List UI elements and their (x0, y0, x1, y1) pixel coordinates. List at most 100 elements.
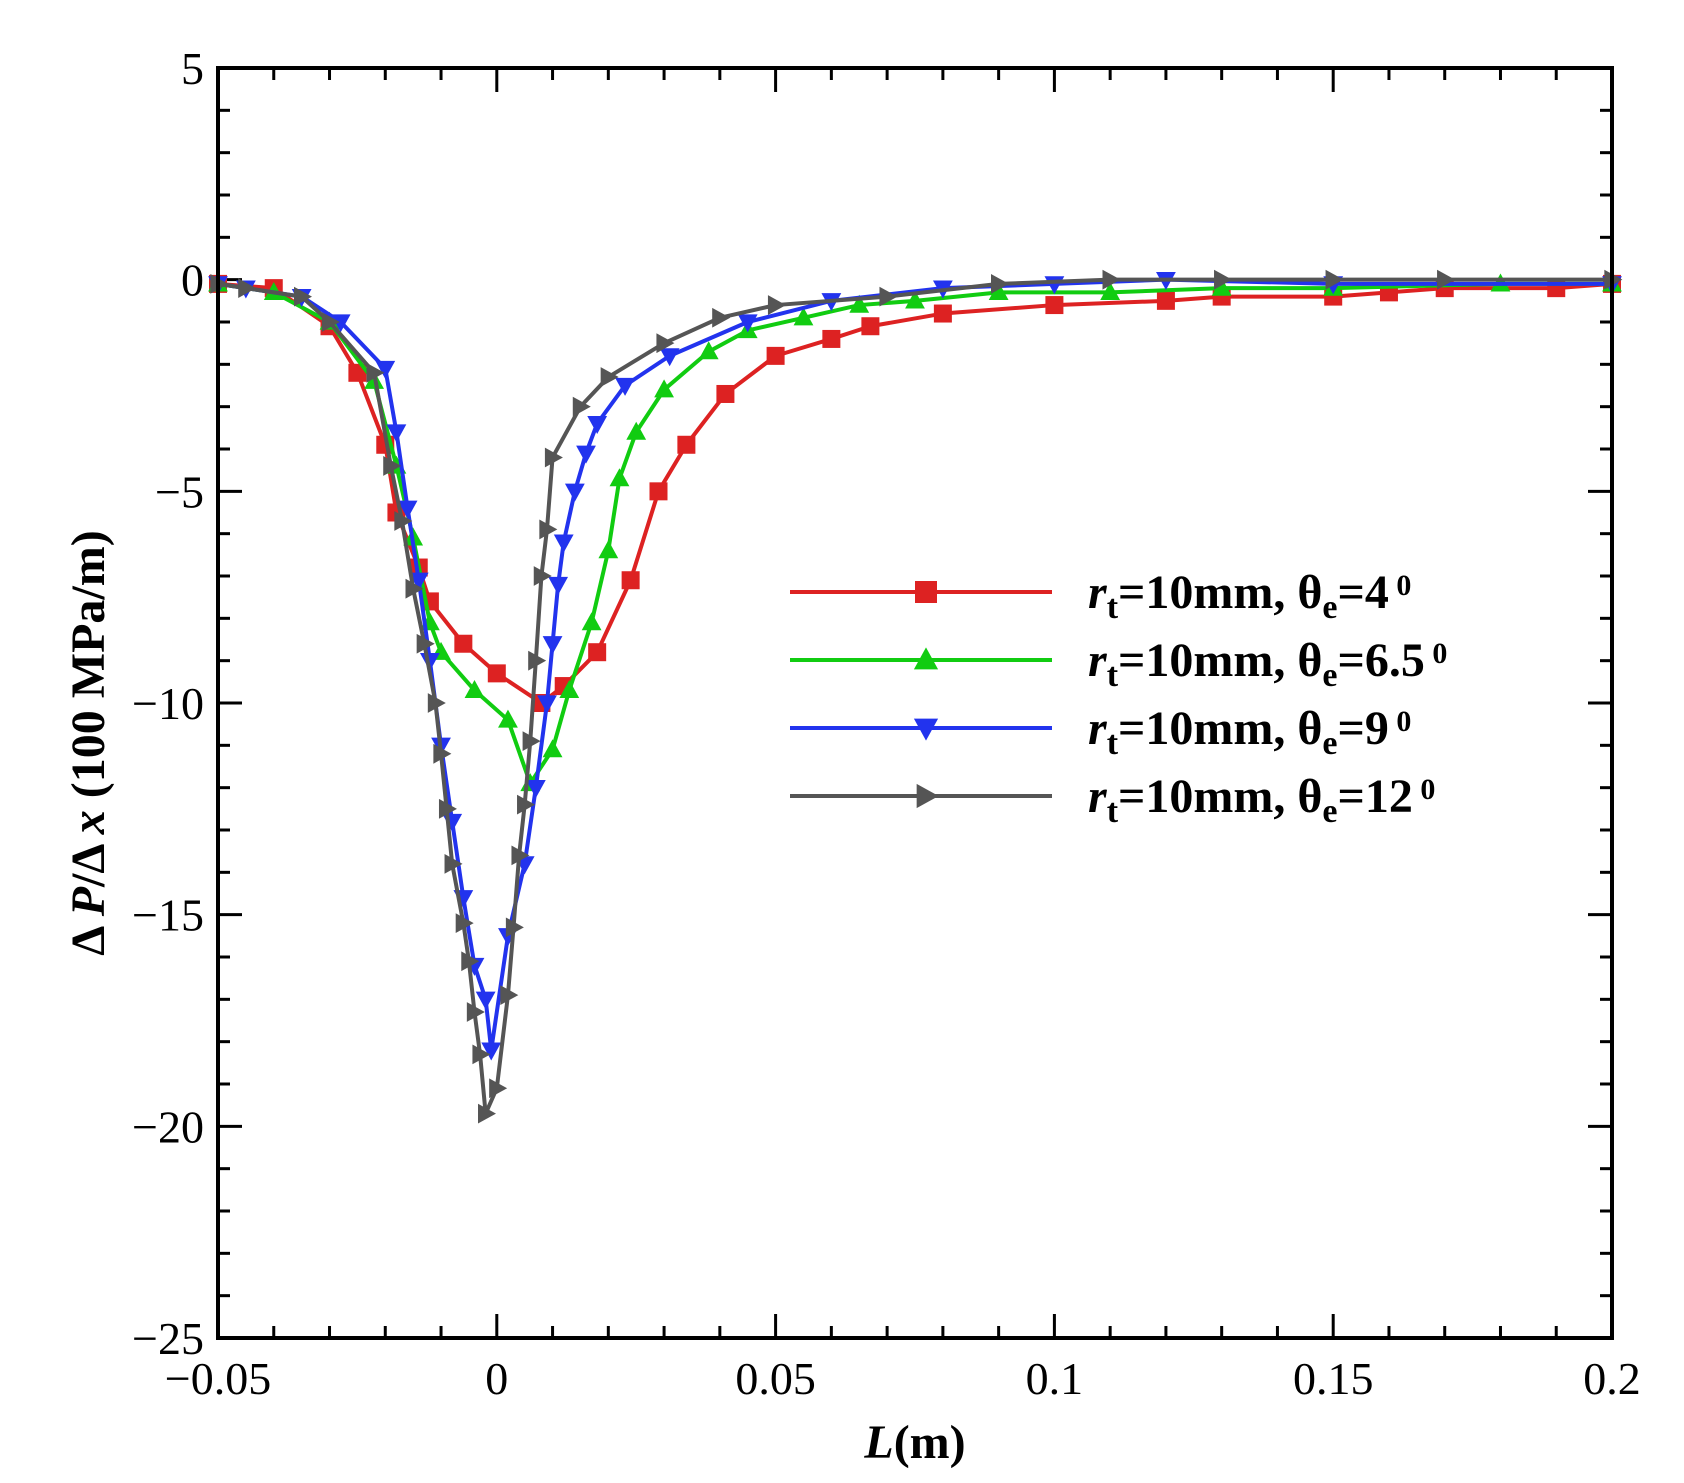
data-point (767, 295, 786, 315)
y-tick-label: −5 (155, 466, 204, 517)
data-point (461, 951, 480, 972)
data-point (525, 780, 546, 799)
data-point (489, 1078, 508, 1099)
data-point (528, 650, 547, 671)
x-tick-label: 0.05 (735, 1353, 816, 1404)
tick-labels: −0.05 0 0.05 0.1 0.15 0.2 5 0 −5 −10 −15 −20 −25 (132, 43, 1641, 1404)
data-point (649, 482, 668, 501)
data-point (559, 679, 580, 698)
x-tick-label: 0.15 (1293, 1353, 1374, 1404)
data-point (1325, 269, 1344, 290)
data-point (539, 519, 558, 540)
data-point (487, 664, 506, 683)
legend-label: rt=10mm, θe=4 0 (1088, 566, 1411, 626)
data-point (505, 917, 524, 938)
data-point (386, 424, 407, 443)
data-point (397, 500, 418, 519)
data-point (712, 307, 731, 328)
data-point (511, 845, 530, 866)
legend-item: rt=10mm, θe=12 0 (790, 770, 1435, 830)
x-tick-label: −0.05 (165, 1353, 271, 1404)
data-point (621, 571, 640, 590)
y-tick-label: −25 (132, 1313, 204, 1364)
legend-marker (913, 718, 939, 741)
data-point (905, 290, 925, 309)
data-point (330, 314, 351, 333)
legend-item: rt=10mm, θe=4 0 (790, 566, 1411, 626)
data-point (716, 384, 735, 403)
data-point (933, 304, 952, 323)
plot-frame (216, 66, 1614, 1340)
data-point (581, 612, 602, 631)
data-point (698, 341, 719, 360)
data-point (793, 307, 814, 326)
y-tick-label: −10 (132, 678, 204, 729)
data-point (454, 634, 473, 653)
data-point (481, 1042, 502, 1061)
data-point (477, 1103, 496, 1124)
legend-item: rt=10mm, θe=6.5 0 (790, 634, 1447, 694)
data-point (822, 329, 841, 348)
data-point (1100, 282, 1121, 301)
legend-item: rt=10mm, θe=9 0 (790, 702, 1411, 762)
data-point (544, 447, 563, 468)
data-point (1045, 296, 1064, 315)
data-point (564, 483, 585, 502)
data-point (588, 643, 607, 662)
data-point (766, 346, 785, 365)
data-point (405, 578, 424, 599)
data-point (427, 693, 446, 713)
data-point (500, 985, 519, 1005)
series-4 (210, 269, 1623, 1124)
data-point (238, 278, 257, 299)
data-point (542, 636, 563, 655)
data-point (626, 421, 647, 440)
data-point (988, 282, 1009, 301)
legend-label: rt=10mm, θe=9 0 (1088, 702, 1411, 762)
data-point (1214, 269, 1233, 290)
data-point (572, 396, 591, 417)
data-point (464, 679, 485, 698)
data-point (475, 991, 496, 1010)
x-tick-label: 0.2 (1583, 1353, 1641, 1404)
data-point (654, 379, 674, 398)
data-point (416, 633, 435, 654)
x-tick-label: 0.1 (1026, 1353, 1084, 1404)
legend-label: rt=10mm, θe=6.5 0 (1088, 634, 1447, 694)
data-point (1102, 269, 1121, 290)
data-point (576, 445, 596, 464)
data-point (537, 695, 557, 714)
y-tick-label: 0 (181, 255, 204, 306)
data-point (455, 913, 474, 934)
data-point (498, 709, 518, 728)
data-point (472, 1044, 491, 1065)
legend-marker (916, 783, 939, 809)
legend: rt=10mm, θe=4 0 rt=10mm, θe=6.5 0 rt=10mm,… (790, 566, 1447, 830)
data-point (408, 572, 429, 591)
data-point (553, 534, 574, 553)
series-layer (208, 269, 1623, 1124)
data-point (383, 456, 402, 476)
data-point (879, 286, 898, 307)
data-point (587, 415, 608, 434)
data-point (517, 794, 536, 815)
x-axis-title: L(m) (863, 1416, 965, 1469)
data-point (321, 312, 340, 332)
series-line (217, 277, 1612, 1053)
legend-marker (913, 647, 939, 670)
data-point (466, 1002, 485, 1022)
y-tick-label: 5 (181, 43, 204, 94)
x-tick-label: 0 (485, 1353, 508, 1404)
data-point (615, 377, 635, 396)
data-point (1156, 291, 1175, 310)
y-axis-title: Δ P/Δ x (100 MPa/m) (62, 530, 115, 955)
data-point (598, 540, 619, 559)
y-tick-label: −15 (132, 890, 204, 941)
data-point (542, 739, 563, 758)
data-point (659, 348, 680, 367)
data-point (366, 362, 385, 383)
data-point (1437, 269, 1456, 290)
data-point (990, 274, 1009, 294)
series-line (217, 277, 1612, 1116)
